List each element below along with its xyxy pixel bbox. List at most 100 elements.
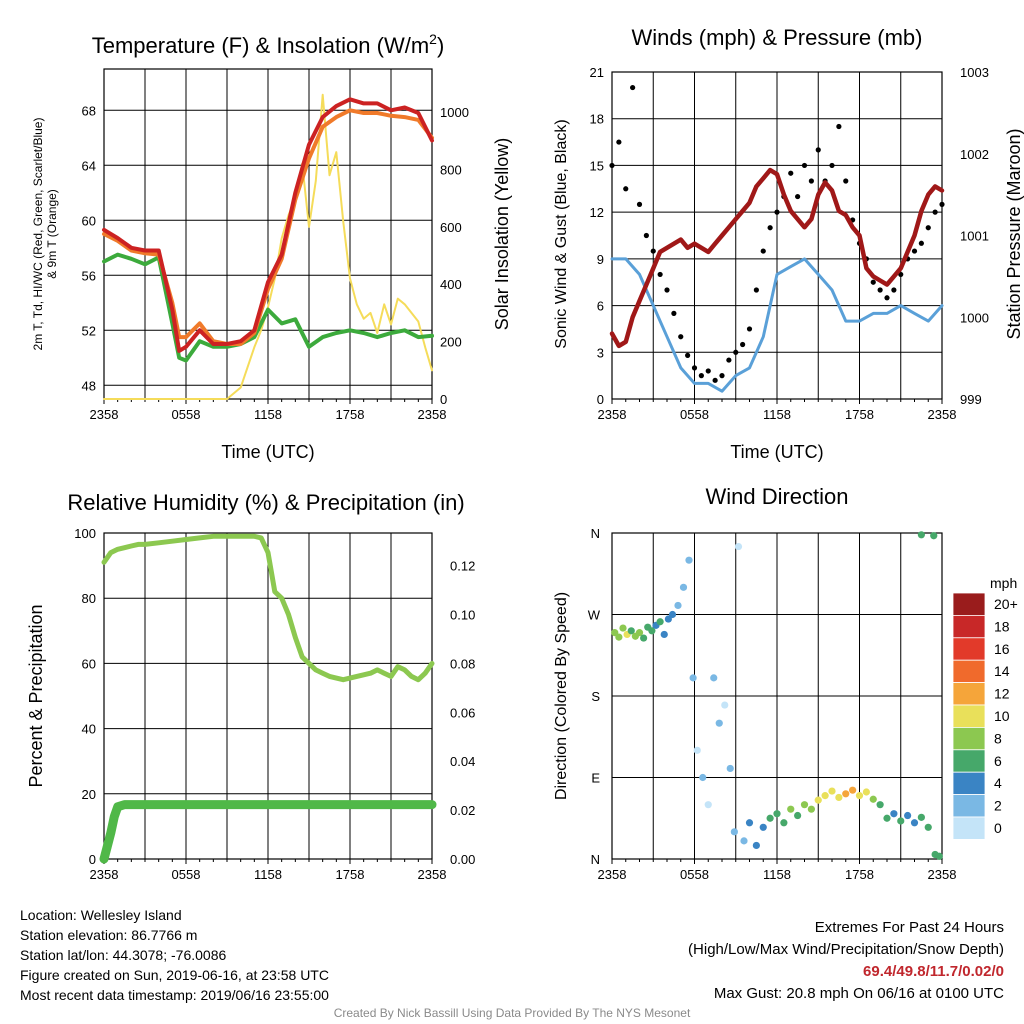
winds-gust-point bbox=[808, 178, 814, 184]
direction-x-tick-label: 2358 bbox=[598, 867, 627, 882]
direction-point bbox=[787, 805, 795, 813]
direction-x-tick-label: 0558 bbox=[680, 867, 709, 882]
direction-legend-swatch bbox=[952, 816, 986, 840]
direction-point bbox=[752, 841, 760, 850]
direction-point bbox=[814, 796, 822, 804]
humidity-y-tick-label: 60 bbox=[82, 656, 96, 671]
winds-y-tick-label: 9 bbox=[597, 252, 604, 267]
winds-x-tick-label: 0558 bbox=[680, 407, 709, 422]
station-elevation: Station elevation: 86.7766 m bbox=[20, 927, 198, 943]
direction-legend-swatch bbox=[952, 727, 986, 751]
temperature-title-main: Temperature (F) & Insolation (W/m bbox=[92, 33, 429, 58]
direction-legend-swatch bbox=[952, 659, 986, 684]
direction-legend-swatch bbox=[952, 682, 986, 706]
direction-y-label: Direction (Colored By Speed) bbox=[553, 592, 570, 800]
direction-point bbox=[635, 629, 644, 637]
winds-y-tick-label: 0 bbox=[597, 392, 604, 407]
winds-gust-point bbox=[726, 357, 732, 363]
winds-title: Winds (mph) & Pressure (mb) bbox=[632, 25, 923, 50]
temperature-y-tick-label: 52 bbox=[82, 323, 96, 338]
direction-point bbox=[704, 801, 712, 809]
direction-point bbox=[730, 828, 738, 836]
direction-y-tick-label: E bbox=[591, 771, 600, 786]
direction-point bbox=[842, 790, 850, 798]
humidity-series-rh bbox=[101, 533, 435, 683]
winds-x-tick-label: 1158 bbox=[763, 407, 791, 422]
direction-legend-label: 14 bbox=[994, 663, 1010, 679]
direction-point bbox=[615, 633, 623, 641]
winds-gust-point bbox=[705, 368, 711, 374]
direction-legend-swatch bbox=[952, 794, 986, 818]
winds-gust-point bbox=[815, 147, 821, 153]
winds-gust-point bbox=[740, 341, 746, 348]
solar-y-tick-label: 200 bbox=[440, 335, 462, 350]
winds-gust-point bbox=[623, 186, 629, 192]
direction-point bbox=[807, 805, 815, 813]
winds-gust-point bbox=[630, 84, 636, 91]
extremes-info: Extremes For Past 24 Hours (High/Low/Max… bbox=[688, 917, 1004, 1005]
temperature-x-tick-label: 1758 bbox=[336, 407, 365, 422]
direction-point bbox=[835, 793, 843, 802]
direction-point bbox=[689, 674, 697, 682]
winds-y-tick-label: 6 bbox=[597, 299, 604, 314]
winds-gust-point bbox=[753, 287, 759, 293]
temperature-y-label-2: & 9m T (Orange) bbox=[45, 189, 59, 279]
direction-point bbox=[935, 852, 943, 860]
winds-gust-point bbox=[836, 123, 842, 130]
direction-y-tick-label: N bbox=[591, 852, 600, 867]
direction-legend-label: 6 bbox=[994, 753, 1002, 769]
humidity-title: Relative Humidity (%) & Precipitation (i… bbox=[67, 490, 464, 515]
pressure-y-tick-label: 1001 bbox=[960, 229, 989, 244]
direction-point bbox=[897, 817, 905, 825]
winds-gust-point bbox=[616, 139, 622, 145]
direction-legend-label: 10 bbox=[994, 708, 1010, 724]
direction-y-tick-label: W bbox=[588, 608, 601, 623]
direction-legend-swatch bbox=[952, 615, 986, 639]
direction-legend-swatch bbox=[952, 749, 986, 773]
pressure-y-label: Station Pressure (Maroon) bbox=[1004, 128, 1024, 339]
direction-legend-label: 16 bbox=[994, 641, 1010, 657]
winds-series-wind bbox=[610, 257, 944, 393]
direction-point bbox=[828, 787, 836, 795]
winds-gust-point bbox=[664, 287, 670, 293]
direction-point bbox=[910, 819, 919, 827]
solar-y-tick-label: 800 bbox=[440, 162, 462, 177]
direction-point bbox=[660, 630, 668, 639]
temperature-series-solar bbox=[103, 93, 433, 400]
humidity-x-tick-label: 1158 bbox=[254, 867, 282, 882]
temperature-x-tick-label: 2358 bbox=[418, 407, 447, 422]
humidity-series-precip bbox=[99, 800, 437, 864]
humidity-y-tick-label: 0 bbox=[89, 852, 96, 867]
winds-gust-point bbox=[712, 377, 718, 383]
winds-gust-point bbox=[795, 193, 801, 200]
winds-x-tick-label: 1758 bbox=[845, 407, 874, 422]
winds-gust-point bbox=[746, 326, 753, 332]
winds-gust-point bbox=[657, 271, 663, 278]
extremes-legend: (High/Low/Max Wind/Precipitation/Snow De… bbox=[688, 941, 1004, 958]
direction-point bbox=[917, 813, 925, 821]
direction-point bbox=[656, 618, 664, 626]
temperature-title: Temperature (F) & Insolation (W/m2) bbox=[92, 31, 445, 58]
humidity-y-tick-label: 20 bbox=[82, 787, 96, 802]
direction-point bbox=[627, 627, 635, 635]
direction-point bbox=[855, 792, 864, 800]
direction-legend-label: 12 bbox=[994, 686, 1010, 702]
winds-gust-point bbox=[939, 201, 945, 207]
direction-point bbox=[668, 610, 677, 619]
direction-legend-swatch bbox=[952, 637, 986, 661]
winds-gust-point bbox=[925, 225, 931, 231]
direction-point bbox=[685, 556, 693, 564]
direction-point bbox=[619, 624, 627, 632]
winds-gust-point bbox=[760, 248, 766, 254]
winds-gust-point bbox=[788, 170, 794, 176]
station-latlon: Station lat/lon: 44.3078; -76.0086 bbox=[20, 947, 227, 963]
winds-y-tick-label: 15 bbox=[590, 158, 604, 173]
direction-x-tick-label: 1758 bbox=[845, 867, 874, 882]
precip-y-tick-label: 0.10 bbox=[450, 607, 475, 622]
solar-y-tick-label: 0 bbox=[440, 392, 447, 407]
figure-created: Figure created on Sun, 2019-06-16, at 23… bbox=[20, 967, 329, 983]
direction-point bbox=[679, 583, 688, 591]
direction-point bbox=[849, 786, 857, 794]
temperature-x-tick-label: 2358 bbox=[90, 407, 119, 422]
